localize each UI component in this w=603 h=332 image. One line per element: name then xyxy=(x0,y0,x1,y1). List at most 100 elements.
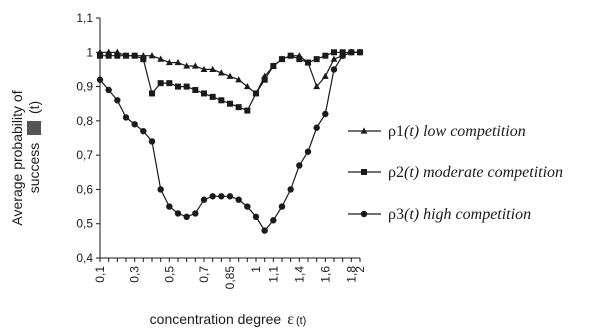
series-3-point xyxy=(200,196,208,203)
x-tick-label: 0,1 xyxy=(93,266,107,283)
series-3-point xyxy=(330,66,338,73)
series-3-point xyxy=(96,76,104,83)
axes: 0,40,50,60,70,80,911,10,1 0,3 0,5 0,7 0,85 1 1… xyxy=(76,11,367,289)
series-2-point xyxy=(313,56,320,63)
x-tick-label: 0,7 xyxy=(197,266,211,283)
x-tick-label: 0,85 xyxy=(223,266,237,290)
series-2-point xyxy=(149,90,155,97)
series-1-point xyxy=(330,55,338,62)
series-2-point xyxy=(157,80,164,87)
series-1-point xyxy=(217,69,225,76)
series-3-point xyxy=(140,127,147,135)
series-2-point xyxy=(192,87,199,93)
series-1-point xyxy=(165,58,173,66)
series-3-point xyxy=(313,124,320,131)
y-tick-label: 0,9 xyxy=(76,80,93,94)
y-tick-label: 0,8 xyxy=(76,114,93,128)
y-axis-title-box xyxy=(27,121,41,135)
series-3-point xyxy=(287,186,294,193)
y-axis-title-line1: Average probability of xyxy=(9,90,25,225)
x-tick-label: 1,6 xyxy=(318,266,332,283)
y-tick-label: 1,1 xyxy=(76,11,93,25)
series-1-point xyxy=(235,76,243,83)
x-tick-label: 1 xyxy=(249,266,263,273)
series-1-point xyxy=(313,82,321,90)
series-3-line xyxy=(99,51,360,232)
series-3-point xyxy=(244,203,251,210)
series-3 xyxy=(96,49,364,234)
series-3-point xyxy=(131,121,138,128)
series-3-point xyxy=(122,114,130,121)
series-3-point xyxy=(296,162,303,169)
series-2-point xyxy=(235,104,242,111)
legend: ρ1(t) low competition ρ2(t) moderate comp… xyxy=(348,123,563,223)
legend-label-3: ρ3(t) high competition xyxy=(388,206,531,223)
series-2-point xyxy=(183,83,190,90)
series-2-point xyxy=(227,100,233,107)
series-3-point xyxy=(209,193,216,200)
legend-label-2: ρ2(t) moderate competition xyxy=(388,164,563,181)
series-1-point xyxy=(191,62,199,69)
series-2-point xyxy=(131,52,138,59)
series-3-point xyxy=(278,203,286,210)
series-3-point xyxy=(270,217,277,224)
series-3-point xyxy=(339,52,346,59)
series-2-point xyxy=(175,83,181,90)
x-tick-label: 1,4 xyxy=(292,266,306,283)
series-2-point xyxy=(201,90,207,97)
y-axis-title-suffix: (t) xyxy=(26,101,42,114)
series-1-point xyxy=(200,65,208,73)
y-tick-label: 0,6 xyxy=(76,182,93,196)
series-2-point xyxy=(218,97,225,104)
legend-marker-2 xyxy=(361,169,367,175)
series-2-point xyxy=(279,56,285,63)
series-layer xyxy=(96,48,364,234)
x-tick-label: 0,3 xyxy=(128,266,142,283)
series-1-point xyxy=(174,58,182,66)
series-2-point xyxy=(123,52,129,59)
series-2-point xyxy=(253,90,259,97)
legend-marker-1 xyxy=(360,127,368,134)
x-tick-label: 1,1 xyxy=(266,266,280,283)
series-3-point xyxy=(157,186,164,193)
series-3-point xyxy=(174,210,182,217)
legend-label-1: ρ1(t) low competition xyxy=(388,123,526,140)
y-axis-title-line2: success xyxy=(26,143,42,194)
series-3-point xyxy=(261,227,268,234)
series-3-point xyxy=(114,97,121,104)
series-3-point xyxy=(192,210,199,217)
series-2-point xyxy=(97,52,103,59)
series-3-point xyxy=(105,86,112,94)
x-tick-label: 1,8 xyxy=(344,266,358,283)
series-1-point xyxy=(157,55,165,62)
series-2-point xyxy=(114,52,121,59)
y-tick-label: 1 xyxy=(86,45,93,59)
series-2-point xyxy=(270,63,277,69)
y-tick-label: 0,7 xyxy=(76,148,93,162)
series-2-point xyxy=(261,76,268,83)
series-2-point xyxy=(331,49,337,56)
series-1-point xyxy=(148,52,156,59)
series-3-point xyxy=(218,193,225,200)
series-2-point xyxy=(209,93,216,100)
series-2-point xyxy=(140,56,147,63)
x-tick-label: 2 xyxy=(353,266,367,273)
series-1-point xyxy=(321,72,329,79)
series-3-point xyxy=(235,196,242,203)
series-2-point xyxy=(105,52,112,59)
series-1-point xyxy=(243,82,251,90)
series-2-point xyxy=(296,56,303,63)
series-2-point xyxy=(244,107,251,114)
series-3-point xyxy=(322,110,329,118)
series-3-point xyxy=(252,213,260,221)
series-1-point xyxy=(226,72,234,79)
y-tick-label: 0,4 xyxy=(76,251,93,265)
series-3-point xyxy=(356,49,364,56)
legend-marker-3 xyxy=(360,210,368,218)
series-2 xyxy=(97,49,363,114)
y-axis-title: Average probability of success (t) xyxy=(9,90,42,225)
series-1-point xyxy=(209,65,217,73)
series-2-point xyxy=(287,52,294,59)
series-3-point xyxy=(304,148,312,155)
